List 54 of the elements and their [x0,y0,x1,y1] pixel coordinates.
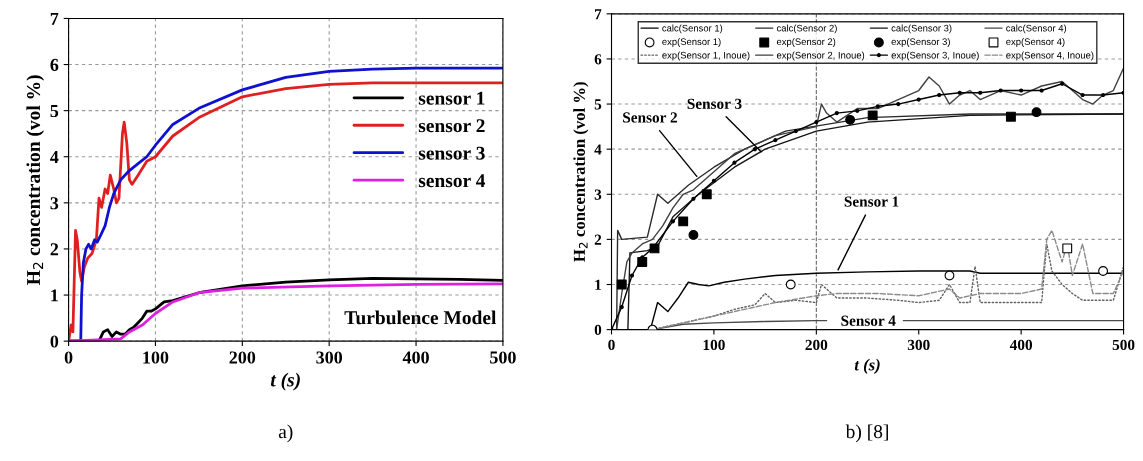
legend-label: exp(Sensor 4) [1006,38,1065,47]
y-tick-label: 2 [50,243,59,256]
y-axis-title: H$_{2}$ concentration (vol %) [26,75,45,285]
x-tick-label: 0 [608,339,615,351]
text: a) [278,424,293,443]
legend-label: exp(Sensor 2, Inoue) [776,51,865,61]
x-tick-label: 200 [805,339,828,351]
legend-label: exp(Sensor 4, Inoue) [1006,51,1094,61]
y-tick-label: 3 [50,197,59,210]
x-tick-label: 500 [490,351,516,364]
legend-label: sensor 2 [418,119,485,133]
legend-label: sensor 3 [418,146,485,160]
y-tick-label: 2 [594,234,602,245]
legend-label: calc(Sensor 2) [776,24,837,34]
y-tick-label: 5 [594,99,602,110]
legend-label: sensor 1 [418,91,485,105]
y-tick-label: 4 [50,151,59,163]
x-tick-label: 300 [316,351,343,364]
legend-label: calc(Sensor 3) [891,24,952,34]
y-tick-label: 6 [594,54,602,65]
y-tick-label: 1 [51,289,58,302]
text: b) [8] [845,424,888,443]
y-tick-label: 7 [50,12,59,25]
legend-label: exp(Sensor 1, Inoue) [662,51,750,61]
legend-label: calc(Sensor 1) [662,24,723,34]
legend-label: sensor 4 [418,174,486,188]
legend-label: exp(Sensor 1) [662,38,721,47]
x-tick-label: 200 [229,351,256,364]
annotation: Turbulence Model [344,310,497,325]
y-tick-label: 1 [595,279,601,290]
y-tick-label: 3 [594,189,602,200]
legend-label: calc(Sensor 4) [1006,24,1067,34]
y-axis-title: H$_{2}$ concentration (vol %) [573,82,589,262]
x-tick-label: 500 [1112,339,1135,351]
annotation: Sensor 4 [841,315,896,326]
x-axis-title: t (s) [854,358,880,374]
legend-label: exp(Sensor 3) [891,38,950,47]
y-tick-label: 7 [595,9,602,20]
y-tick-label: 4 [594,144,602,155]
y-tick-label: 0 [594,324,602,336]
x-tick-label: 100 [143,351,169,364]
x-tick-label: 400 [402,351,429,364]
x-axis-title: t (s) [270,372,300,391]
annotation: Sensor 1 [844,196,899,207]
legend-label: exp(Sensor 2) [776,38,836,47]
x-tick-label: 400 [1009,339,1033,351]
legend-label: exp(Sensor 3, Inoue) [891,51,979,61]
y-tick-label: 5 [50,105,59,118]
annotation: Sensor 2 [623,112,677,123]
x-tick-label: 100 [703,339,725,351]
annotation: Sensor 3 [687,98,742,109]
x-tick-label: 300 [907,339,930,351]
y-tick-label: 6 [50,58,59,71]
x-tick-label: 0 [64,351,73,364]
